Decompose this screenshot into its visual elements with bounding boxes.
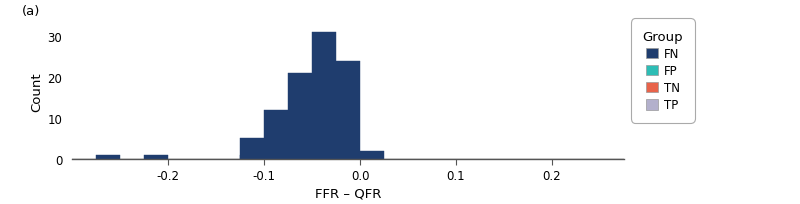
Y-axis label: Count: Count [30, 72, 43, 112]
Bar [264, 110, 288, 159]
Bar [144, 155, 168, 159]
Bar [360, 151, 384, 159]
Bar [336, 61, 360, 159]
Bar [312, 33, 336, 159]
X-axis label: FFR – QFR: FFR – QFR [315, 187, 381, 200]
Bar [240, 155, 264, 159]
Bar [240, 139, 264, 159]
Bar [96, 155, 120, 159]
Legend: FN, FP, TN, TP: FN, FP, TN, TP [635, 24, 690, 119]
Bar [288, 73, 312, 159]
Text: (a): (a) [22, 5, 41, 18]
